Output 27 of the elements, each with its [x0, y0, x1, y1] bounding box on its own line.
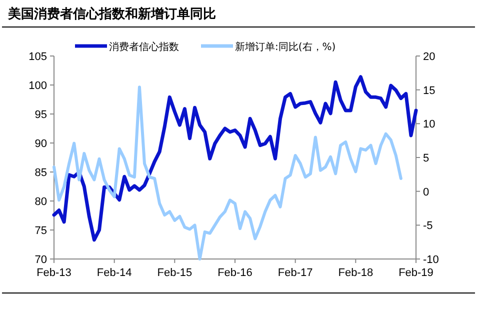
- y-tick-label: 75: [34, 225, 47, 237]
- x-tick-label: Feb-19: [398, 267, 434, 279]
- chart-title: 美国消费者信心指数和新增订单同比: [7, 6, 216, 22]
- y2-tick-label: 5: [423, 152, 430, 164]
- x-tick-label: Feb-16: [218, 267, 252, 279]
- x-tick-label: Feb-17: [278, 267, 313, 279]
- y-tick-label: 100: [28, 80, 47, 92]
- y-tick-label: 80: [34, 196, 47, 208]
- legend-label: 消费者信心指数: [109, 41, 179, 53]
- x-tick-label: Feb-15: [157, 267, 192, 279]
- y2-tick-label: 0: [423, 186, 430, 198]
- y2-tick-label: 20: [423, 51, 436, 63]
- y-tick-label: 95: [34, 109, 47, 121]
- x-tick-label: Feb-13: [36, 267, 72, 279]
- y2-tick-label: 15: [423, 84, 436, 97]
- y-tick-label: 90: [34, 138, 47, 150]
- legend-label: 新增订单:同比(右，%): [235, 41, 336, 53]
- y-tick-label: 105: [28, 51, 47, 63]
- line-series: [52, 86, 402, 260]
- y-tick-label: 85: [34, 167, 47, 179]
- x-tick-label: Feb-14: [96, 267, 132, 279]
- line-series: [52, 75, 418, 242]
- y2-tick-label: 10: [423, 118, 436, 131]
- x-tick-label: Feb-18: [338, 267, 374, 279]
- y2-tick-label: -5: [423, 220, 433, 232]
- y2-tick-label: -10: [423, 254, 439, 266]
- y-tick-label: 70: [34, 254, 47, 266]
